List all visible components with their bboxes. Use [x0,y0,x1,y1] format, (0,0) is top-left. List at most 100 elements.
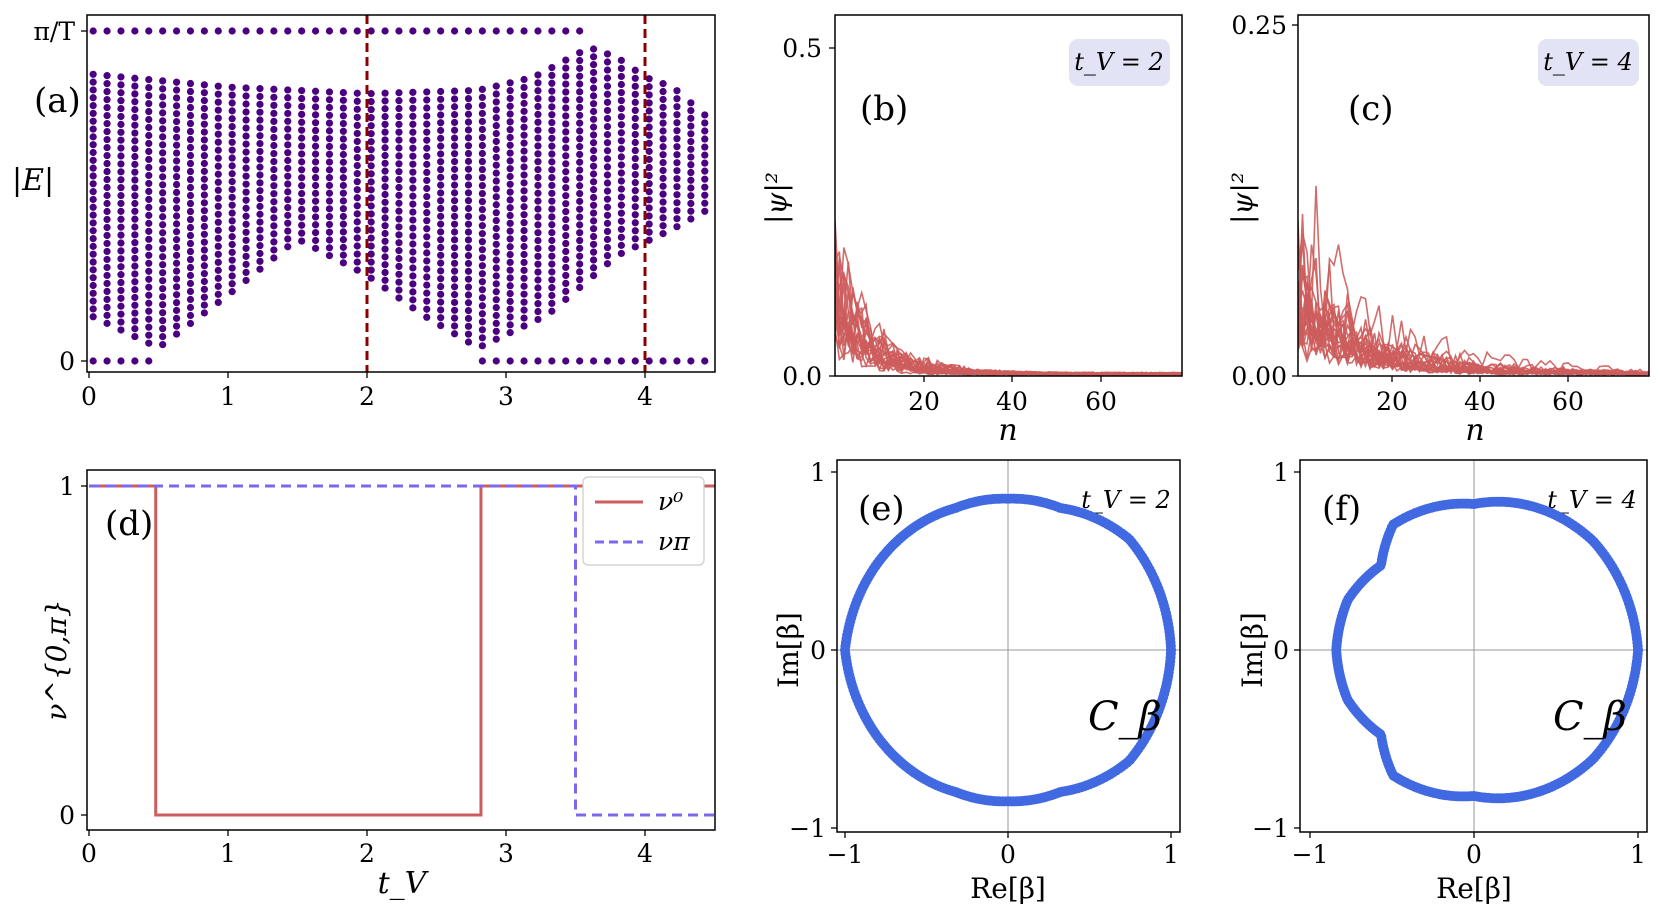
band-point [131,113,139,121]
band-point [534,79,542,87]
band-point [117,239,125,247]
band-point [409,264,417,272]
band-point [117,326,125,334]
band-point [506,313,514,321]
band-point [325,197,334,205]
band-point [242,148,250,156]
band-point [270,182,278,190]
band-point [478,294,486,302]
band-point [103,80,111,88]
band-point [172,141,181,149]
band-point [214,274,222,282]
y-tick-label: π/T [33,17,75,46]
band-point [534,142,542,150]
zero-mode-point [131,357,139,365]
band-point [186,231,195,240]
x-tick-label: 60 [1085,387,1117,416]
zero-mode-point [492,357,500,365]
band-point [548,79,556,87]
band-point [172,236,181,244]
band-point [534,260,542,268]
band-point [117,120,125,128]
band-point [339,205,347,213]
band-point [381,206,389,214]
band-point [353,250,361,258]
band-point [548,87,556,95]
pi-mode-point [409,27,417,35]
band-point [395,112,403,121]
band-point [576,189,584,198]
band-point [603,211,612,219]
band-point [103,263,111,272]
band-point [311,197,320,205]
band-point [311,150,320,158]
panel-label-c: (c) [1348,89,1394,129]
band-point [89,313,97,321]
band-point [145,171,153,180]
band-point [423,209,431,217]
band-point [673,135,681,143]
band-point [464,94,473,103]
band-point [200,152,208,160]
band-point [423,128,431,136]
band-point [103,143,111,152]
band-point [89,203,97,211]
band-point [548,197,556,205]
band-point [464,338,473,346]
band-point [228,280,236,288]
y-tick-label: 1 [1273,458,1289,487]
band-point [506,258,514,266]
band-point [172,251,181,259]
band-point [603,235,612,244]
band-point [284,219,292,227]
band-point [381,237,389,245]
band-point [464,126,473,134]
band-point [159,317,167,325]
pi-mode-point [478,27,486,35]
band-point [673,151,681,159]
band-point [339,158,347,166]
band-point [228,201,236,209]
band-point [131,262,139,270]
band-point [603,203,612,211]
band-point [214,234,222,242]
pi-mode-point [298,27,306,35]
band-point [353,226,361,234]
band-point [520,155,528,163]
band-point [117,104,125,113]
band-point [534,95,542,103]
band-point [631,66,639,74]
band-point [562,287,570,295]
band-point [576,252,584,260]
band-point [325,119,334,127]
band-point [284,133,292,141]
band-point [145,203,153,211]
band-point [242,100,250,108]
band-point [367,178,375,186]
band-point [214,114,222,122]
band-point [284,196,292,204]
band-point [117,168,125,176]
band-point [325,220,334,229]
band-point [673,87,681,95]
band-point [701,207,709,215]
band-point [145,331,153,339]
band-point [256,226,264,234]
band-point [131,74,139,82]
band-point [311,95,320,103]
y-axis-label-d: ν^{0,π} [40,599,73,720]
band-point [645,212,653,220]
band-point [339,104,347,112]
band-point [450,87,459,95]
band-point [298,142,306,150]
band-point [576,205,584,213]
band-point [673,143,681,151]
band-point [117,294,125,302]
band-point [200,167,208,175]
band-point [589,248,598,256]
badge-text-e: t_V = 2 [1081,486,1171,514]
band-point [562,192,570,200]
x-tick-label: −1 [1292,840,1329,869]
band-point [298,158,306,166]
band-point [103,207,111,216]
